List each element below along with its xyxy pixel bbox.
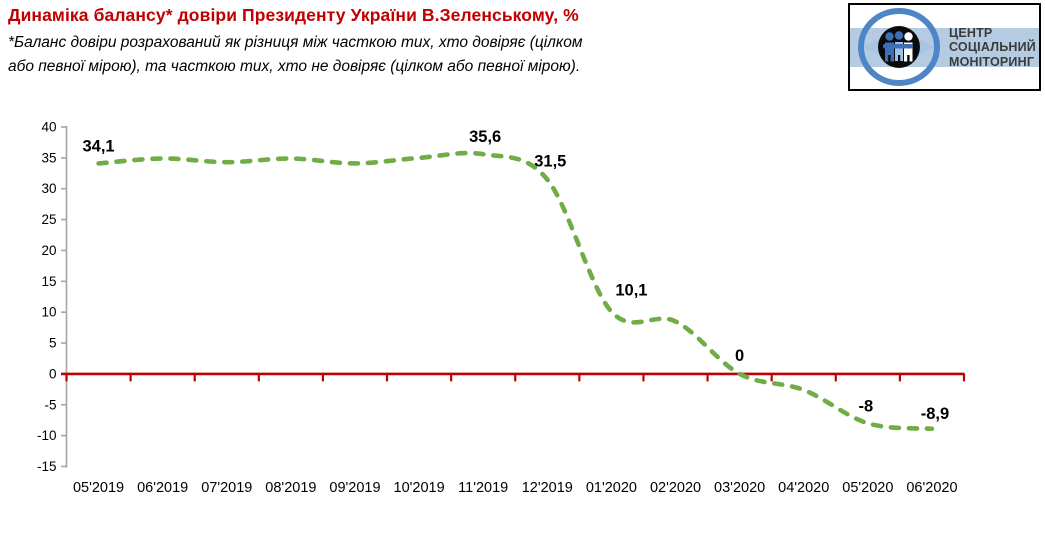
x-axis-tick-label: 12'2019 — [522, 480, 573, 496]
x-axis-tick-label: 06'2019 — [137, 480, 188, 496]
y-axis-tick-label: -5 — [44, 397, 56, 412]
x-axis-tick-label: 09'2019 — [329, 480, 380, 496]
logo-text-line-1: ЦЕНТР — [949, 25, 993, 40]
y-axis-tick-label: 10 — [41, 305, 56, 320]
data-point-label: 34,1 — [82, 137, 114, 155]
y-axis-tick-label: 15 — [41, 274, 56, 289]
x-axis-tick-label: 01'2020 — [586, 480, 637, 496]
x-axis-tick-label: 02'2020 — [650, 480, 701, 496]
data-point-label: 31,5 — [534, 152, 566, 170]
y-axis-tick-label: 30 — [41, 181, 56, 196]
logo-text-line-3: МОНІТОРИНГ — [949, 54, 1035, 69]
x-axis-tick-label: 04'2020 — [778, 480, 829, 496]
subtitle-line-2: або певної мірою), та часткою тих, хто н… — [8, 58, 581, 75]
y-axis-tick-label: 20 — [41, 243, 56, 258]
data-point-label: 0 — [735, 347, 744, 365]
y-axis-tick-label: -10 — [37, 428, 57, 443]
x-axis-tick-label: 05'2019 — [73, 480, 124, 496]
x-axis-tick-label: 08'2019 — [265, 480, 316, 496]
org-logo: ЦЕНТР СОЦІАЛЬНИЙ МОНІТОРИНГ — [848, 3, 1041, 91]
x-axis-tick-label: 05'2020 — [842, 480, 893, 496]
data-point-label: 10,1 — [615, 282, 647, 300]
page-subtitle: *Баланс довіри розрахований як різниця м… — [8, 31, 788, 79]
y-axis-tick-label: 25 — [41, 212, 56, 227]
page-title: Динаміка балансу* довіри Президенту Укра… — [8, 5, 579, 25]
y-axis-tick-label: 5 — [49, 336, 57, 351]
eye-people-logo-icon — [858, 8, 940, 86]
trust-balance-series-line — [96, 150, 935, 432]
y-axis-tick-label: 35 — [41, 150, 56, 165]
logo-text: ЦЕНТР СОЦІАЛЬНИЙ МОНІТОРИНГ — [949, 25, 1036, 69]
logo-text-line-2: СОЦІАЛЬНИЙ — [949, 40, 1036, 55]
data-point-label: -8 — [859, 397, 874, 415]
data-point-label: -8,9 — [921, 405, 949, 423]
subtitle-line-1: *Баланс довіри розрахований як різниця м… — [8, 34, 583, 51]
x-axis-tick-label: 06'2020 — [906, 480, 957, 496]
y-axis-tick-label: 0 — [49, 366, 57, 381]
x-axis-tick-label: 07'2019 — [201, 480, 252, 496]
x-axis-tick-label: 10'2019 — [394, 480, 445, 496]
y-axis-tick-label: 40 — [41, 120, 56, 135]
x-axis-tick-label: 03'2020 — [714, 480, 765, 496]
y-axis-tick-label: -15 — [37, 459, 57, 474]
x-axis-tick-label: 11'2019 — [458, 480, 508, 496]
data-point-label: 35,6 — [469, 128, 501, 146]
